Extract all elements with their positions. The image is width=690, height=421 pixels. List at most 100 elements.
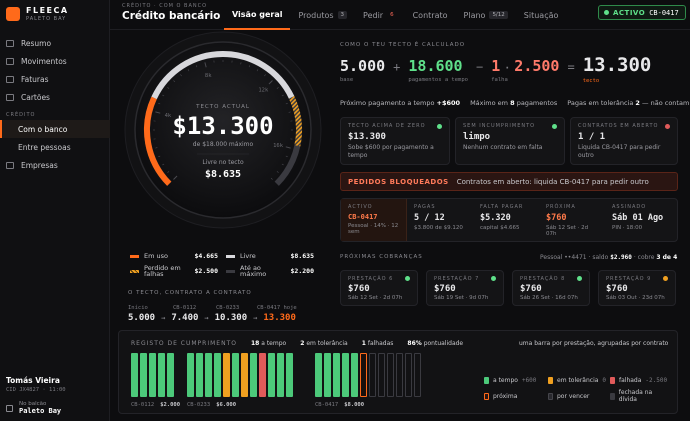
swatch (548, 377, 553, 384)
installment-bar (131, 353, 138, 397)
contract-s: PIN · 18:00 (612, 225, 643, 231)
installment-card[interactable]: PRESTAÇÃO 7 $760 Sáb 19 Set · 9d 07h (426, 270, 504, 306)
contract-id-cell: ACTIVO CB-0417 Pessoal · 14% · 12 sem (341, 199, 407, 241)
tab-label: Situação (523, 10, 559, 20)
tab-situacao[interactable]: Situação (516, 0, 567, 30)
gauge-tick (167, 171, 170, 173)
swatch (610, 392, 615, 400)
invoice-icon (6, 75, 14, 83)
installment-bar (158, 353, 165, 397)
tab-contrato[interactable]: Contrato (405, 0, 456, 30)
balcao[interactable]: No balcão Paleto Bay (6, 401, 61, 415)
gauge-tick (268, 80, 273, 85)
installment-value: $760 (434, 284, 456, 294)
installment-card[interactable]: PRESTAÇÃO 6 $760 Sáb 12 Set · 2d 07h (340, 270, 418, 306)
sidebar-item-label: Cartões (21, 92, 50, 102)
tab-produtos[interactable]: Produtos 3 (290, 0, 355, 30)
installment-title: PRESTAÇÃO 9 (606, 276, 652, 282)
status-dot-icon (552, 123, 557, 129)
ceiling-formula: 5.000 base + 18.600 pagamentos a tempo − 1… (340, 54, 652, 84)
meta-coverage: 3 de 4 (656, 254, 678, 261)
user-name: Tomás Vieira (6, 376, 60, 385)
gauge-tick (180, 74, 182, 77)
sidebar-item-cartoes[interactable]: Cartões (0, 88, 110, 106)
legend-livre: Livre $8.635 (226, 252, 322, 260)
swatch (484, 377, 489, 384)
sidebar-item-com-o-banco[interactable]: Com o banco (0, 120, 110, 138)
group-amount: $6.000 (216, 402, 237, 408)
sidebar-item-faturas[interactable]: Faturas (0, 70, 110, 88)
evolution-value: 10.300 (214, 313, 248, 323)
count-label: falhadas (367, 340, 394, 347)
gauge-free-arc (151, 51, 295, 100)
card-title: SEM INCUMPRIMENTO (463, 123, 536, 129)
branch-icon (6, 404, 13, 412)
status-value: CB-0417 (649, 8, 679, 17)
card-tecto-acima-zero: TECTO ACIMA DE ZERO $13.300 Sobe $600 po… (340, 117, 450, 165)
legend-label: fechada na dívida (618, 389, 653, 403)
info-value: +$600 (436, 99, 461, 107)
card-sub: Sobe $600 por pagamento a tempo (348, 144, 434, 159)
formula-fail-label: falha (491, 77, 508, 83)
contract-v: $5.320 (480, 213, 511, 223)
installment-title: PRESTAÇÃO 8 (520, 276, 566, 282)
contract-h: ASSINADO (612, 204, 647, 210)
tab-label: Produtos (298, 10, 334, 20)
installment-bar (223, 353, 230, 397)
legend-label: falhada (619, 377, 642, 384)
installment-bar (414, 353, 421, 397)
sidebar-item-entre-pessoas[interactable]: Entre pessoas (18, 142, 71, 152)
tab-visao-geral[interactable]: Visão geral (224, 0, 291, 30)
status-dot-icon (577, 276, 582, 281)
installment-card[interactable]: PRESTAÇÃO 8 $760 Sáb 26 Set · 16d 07h (512, 270, 590, 306)
meta-text: Pessoal ••4471 · saldo (540, 254, 609, 261)
gauge-free-label: Livre no tecto (202, 159, 244, 166)
contract-h: PRÓXIMA (546, 204, 576, 210)
installment-bar (250, 353, 257, 397)
swatch (484, 392, 489, 400)
legend-label: Livre (240, 251, 256, 260)
installment-bar (259, 353, 266, 397)
info-next: Próximo pagamento a tempo +$600 (340, 99, 460, 107)
installment-bar (140, 353, 147, 397)
legend-ate-maximo: Até ao máximo $2.200 (226, 264, 322, 278)
gauge-free-value: $8.635 (205, 169, 241, 180)
gauge-tick (281, 94, 284, 97)
count: 18 (250, 340, 260, 347)
swatch (610, 377, 615, 384)
installment-value: $760 (520, 284, 542, 294)
sidebar-item-resumo[interactable]: Resumo (0, 34, 110, 52)
installment-date: Sáb 12 Set · 2d 07h (348, 295, 403, 301)
upcoming-meta: Pessoal ••4471 · saldo $2.960 · cobre 3 … (540, 254, 677, 261)
active-contract[interactable]: ACTIVO CB-0417 Pessoal · 14% · 12 sem PA… (340, 198, 678, 242)
tab-pedir[interactable]: Pedir 6 (355, 0, 405, 30)
legend-value: $2.500 (194, 267, 218, 275)
installment-bar (232, 353, 239, 397)
gauge-tick (285, 155, 288, 158)
installment-bar (196, 353, 203, 397)
gauge-tick (195, 65, 198, 68)
minus-icon: − (476, 60, 484, 74)
gauge-face (134, 41, 312, 219)
register-tolerance: 2 em tolerância (300, 340, 348, 347)
register-note: uma barra por prestação, agrupadas por c… (519, 340, 669, 347)
evolution-label: Início (128, 305, 148, 311)
gauge-tick (155, 111, 161, 114)
tab-bar: Visão geral Produtos 3 Pedir 6 Contrato Pl… (224, 0, 566, 30)
swatch (548, 392, 553, 400)
gauge-lost-arc (288, 95, 302, 147)
gauge-tick (248, 65, 251, 68)
tab-label: Contrato (412, 10, 448, 20)
sidebar-item-movimentos[interactable]: Movimentos (0, 52, 110, 70)
fleeca-logo (6, 7, 20, 21)
installment-card[interactable]: PRESTAÇÃO 9 $760 Sáb 03 Out · 23d 07h (598, 270, 676, 306)
installment-bar (268, 353, 275, 397)
gauge-value: $13.300 (172, 112, 273, 140)
sidebar-item-empresas[interactable]: Empresas (0, 156, 110, 174)
installment-bar (286, 353, 293, 397)
count: 86% (407, 340, 422, 347)
tab-plano[interactable]: Plano 5/12 (456, 0, 516, 30)
arrow-right-icon: → (161, 314, 166, 322)
gauge-tick (270, 177, 273, 180)
